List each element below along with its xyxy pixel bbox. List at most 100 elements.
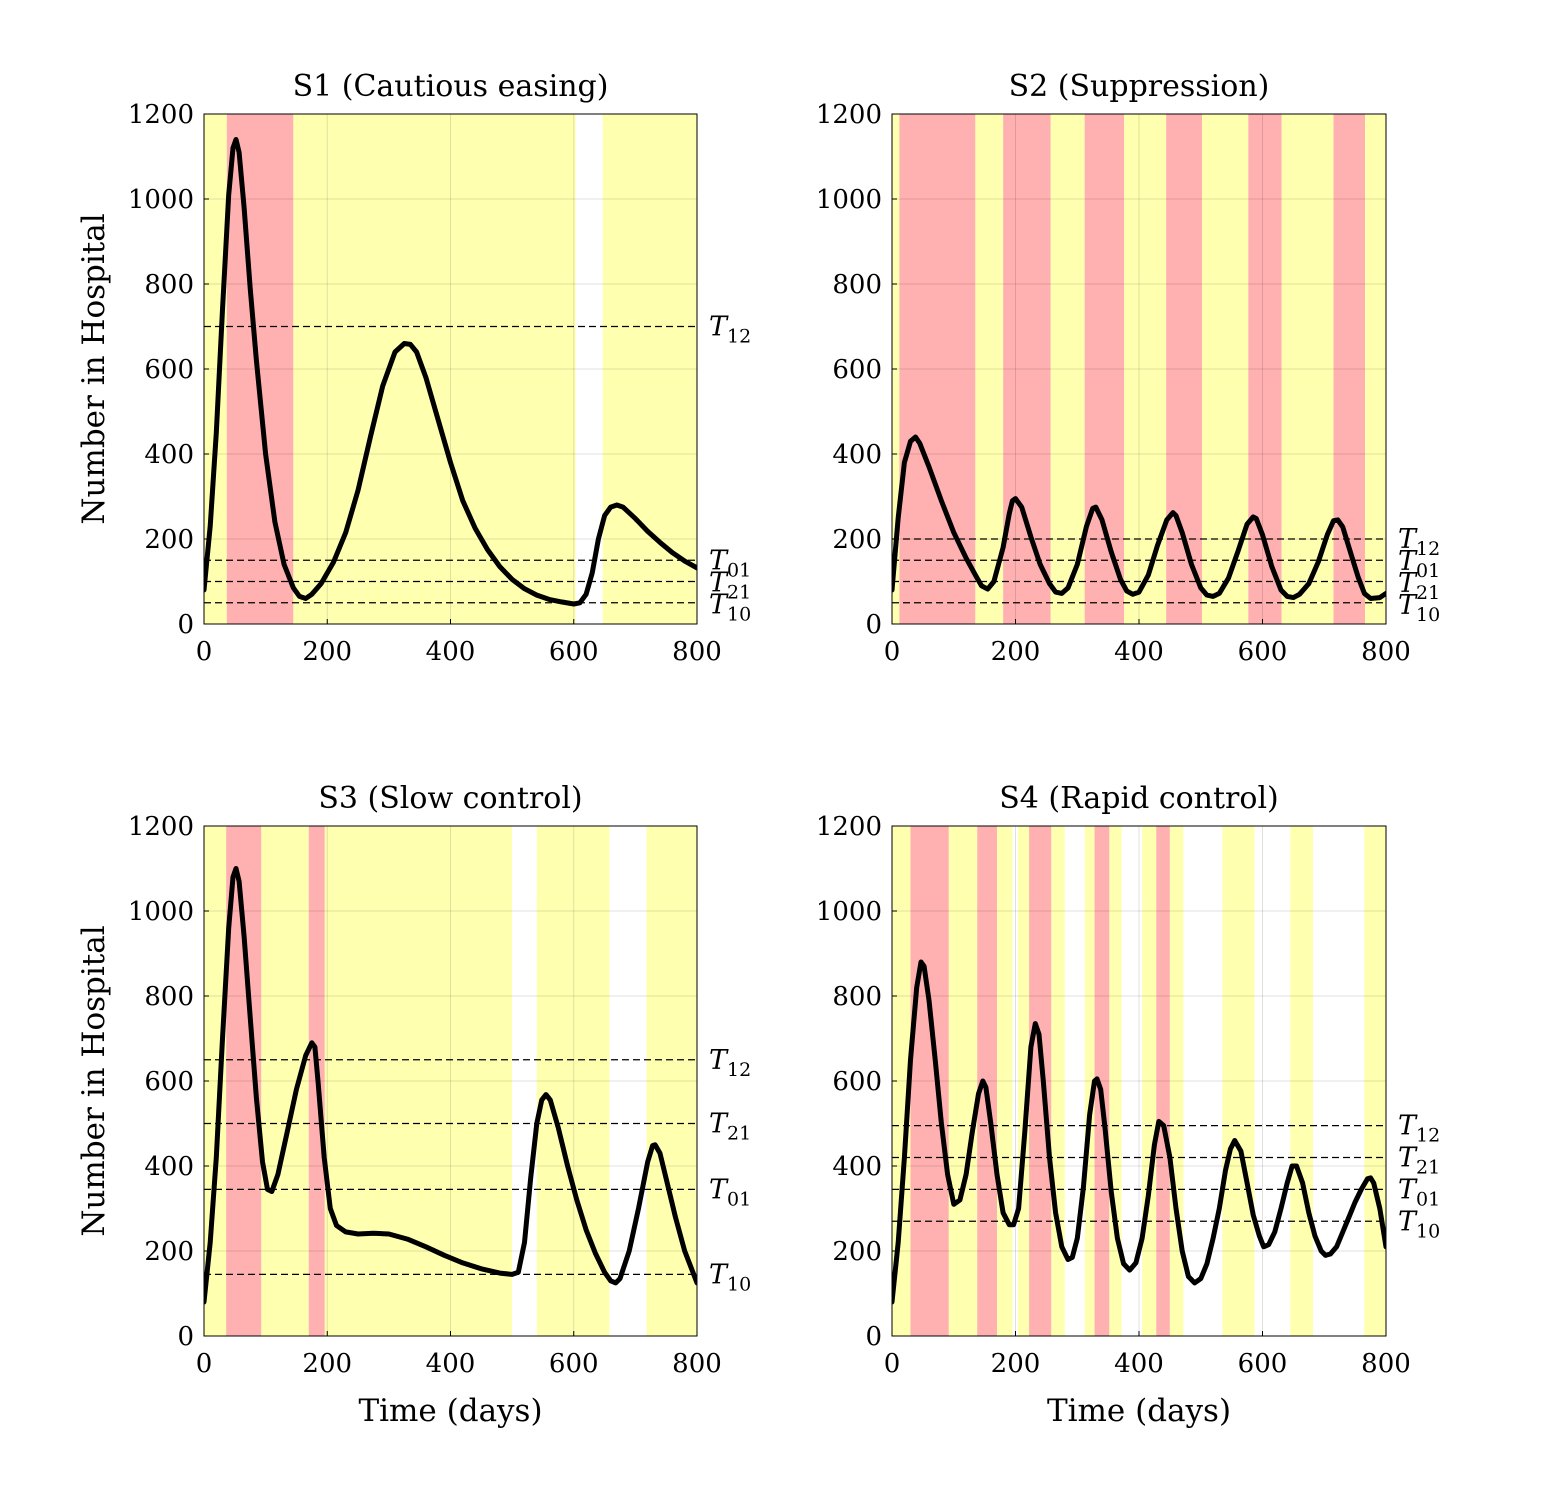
x-axis-label: Time (days) xyxy=(1047,1393,1231,1429)
threshold-label: T10 xyxy=(709,589,751,625)
x-tick-label: 600 xyxy=(549,637,599,667)
x-ticks: 0 200 400 600 800 xyxy=(884,619,1411,667)
x-tick-label: 400 xyxy=(426,1349,476,1379)
band-level1 xyxy=(1365,114,1386,624)
x-tick-label: 0 xyxy=(196,1349,213,1379)
y-ticks: 0 200 400 600 800 1000 1200 xyxy=(128,100,209,640)
y-tick-label: 400 xyxy=(832,440,882,470)
threshold-label: T21 xyxy=(709,1109,751,1145)
y-tick-label: 600 xyxy=(832,355,882,385)
y-tick-label: 400 xyxy=(144,1152,194,1182)
threshold-label: T12 xyxy=(709,312,751,348)
threshold-label: T01 xyxy=(1398,1174,1440,1210)
chart-title: S1 (Cautious easing) xyxy=(293,69,609,104)
band-level0 xyxy=(1012,826,1018,1336)
threshold-label: T12 xyxy=(709,1045,751,1081)
x-tick-label: 800 xyxy=(1361,637,1411,667)
threshold-label: T01 xyxy=(709,1174,751,1210)
band-level2 xyxy=(910,826,949,1336)
chart-panel-3: T12 T21 T01 T10 0 200 400 600 800 0 200 400 600 800 10… xyxy=(76,781,751,1429)
y-tick-label: 0 xyxy=(865,610,882,640)
chart-title: S3 (Slow control) xyxy=(318,781,582,816)
y-tick-label: 800 xyxy=(144,982,194,1012)
y-tick-label: 800 xyxy=(832,982,882,1012)
x-tick-label: 200 xyxy=(302,1349,352,1379)
y-ticks: 0 200 400 600 800 1000 1200 xyxy=(128,812,209,1352)
chart-title: S2 (Suppression) xyxy=(1009,69,1270,104)
y-axis-label: Number in Hospital xyxy=(76,925,112,1236)
y-tick-label: 0 xyxy=(177,610,194,640)
threshold-label: T21 xyxy=(1398,568,1440,604)
band-level1 xyxy=(204,826,227,1336)
y-tick-label: 0 xyxy=(865,1322,882,1352)
x-tick-label: 0 xyxy=(884,637,901,667)
x-tick-label: 200 xyxy=(991,637,1041,667)
policy-bands xyxy=(204,826,697,1336)
threshold-label: T01 xyxy=(1398,546,1440,582)
y-tick-label: 1000 xyxy=(128,897,194,927)
y-tick-label: 1000 xyxy=(128,185,194,215)
x-tick-label: 600 xyxy=(549,1349,599,1379)
band-level2 xyxy=(226,114,294,624)
band-level2 xyxy=(1156,826,1170,1336)
x-ticks: 0 200 400 600 800 xyxy=(196,1331,722,1379)
policy-bands xyxy=(892,114,1386,624)
threshold-label: T21 xyxy=(1398,1143,1440,1179)
x-tick-label: 0 xyxy=(884,1349,901,1379)
y-tick-label: 400 xyxy=(144,440,194,470)
y-ticks: 0 200 400 600 800 1000 1200 xyxy=(816,100,897,640)
threshold-label: T10 xyxy=(1398,1206,1440,1242)
x-tick-label: 200 xyxy=(991,1349,1041,1379)
y-tick-label: 1000 xyxy=(816,185,882,215)
band-level1 xyxy=(1017,826,1030,1336)
band-level1 xyxy=(602,114,697,624)
y-tick-label: 200 xyxy=(832,525,882,555)
x-tick-label: 0 xyxy=(196,637,213,667)
band-level0 xyxy=(1254,826,1291,1336)
x-axis-label: Time (days) xyxy=(358,1393,542,1429)
series-line xyxy=(204,866,697,1305)
y-tick-label: 1200 xyxy=(816,812,882,842)
band-level2 xyxy=(1029,826,1052,1336)
threshold-label: T01 xyxy=(709,545,751,581)
x-tick-label: 400 xyxy=(1114,637,1164,667)
y-tick-label: 1000 xyxy=(816,897,882,927)
band-level0 xyxy=(1183,826,1223,1336)
y-tick-label: 200 xyxy=(144,525,194,555)
band-level1 xyxy=(536,826,610,1336)
band-level1 xyxy=(1050,114,1085,624)
series-line xyxy=(204,137,697,607)
threshold-label: T12 xyxy=(1398,524,1440,560)
y-tick-label: 200 xyxy=(144,1237,194,1267)
series-line xyxy=(892,434,1386,601)
band-level1 xyxy=(646,826,697,1336)
band-level1 xyxy=(324,826,513,1336)
threshold-label: T10 xyxy=(1398,590,1440,626)
threshold-label: T12 xyxy=(1398,1111,1440,1147)
y-tick-label: 200 xyxy=(832,1237,882,1267)
y-tick-label: 1200 xyxy=(128,812,194,842)
thresholds: T12 T21 T01 T10 xyxy=(204,1045,751,1295)
band-level2 xyxy=(977,826,997,1336)
y-tick-label: 600 xyxy=(144,355,194,385)
band-level0 xyxy=(1121,826,1143,1336)
y-axis-label: Number in Hospital xyxy=(76,213,112,524)
x-tick-label: 400 xyxy=(1114,1349,1164,1379)
band-level1 xyxy=(975,114,1004,624)
series-line xyxy=(892,959,1386,1305)
x-tick-label: 400 xyxy=(426,637,476,667)
threshold-label: T21 xyxy=(709,567,751,603)
x-ticks: 0 200 400 600 800 xyxy=(196,619,722,667)
band-level1 xyxy=(892,826,911,1336)
y-tick-label: 800 xyxy=(832,270,882,300)
band-level2 xyxy=(1094,826,1110,1336)
y-tick-label: 1200 xyxy=(128,100,194,130)
y-tick-label: 400 xyxy=(832,1152,882,1182)
threshold-label: T10 xyxy=(709,1259,751,1295)
